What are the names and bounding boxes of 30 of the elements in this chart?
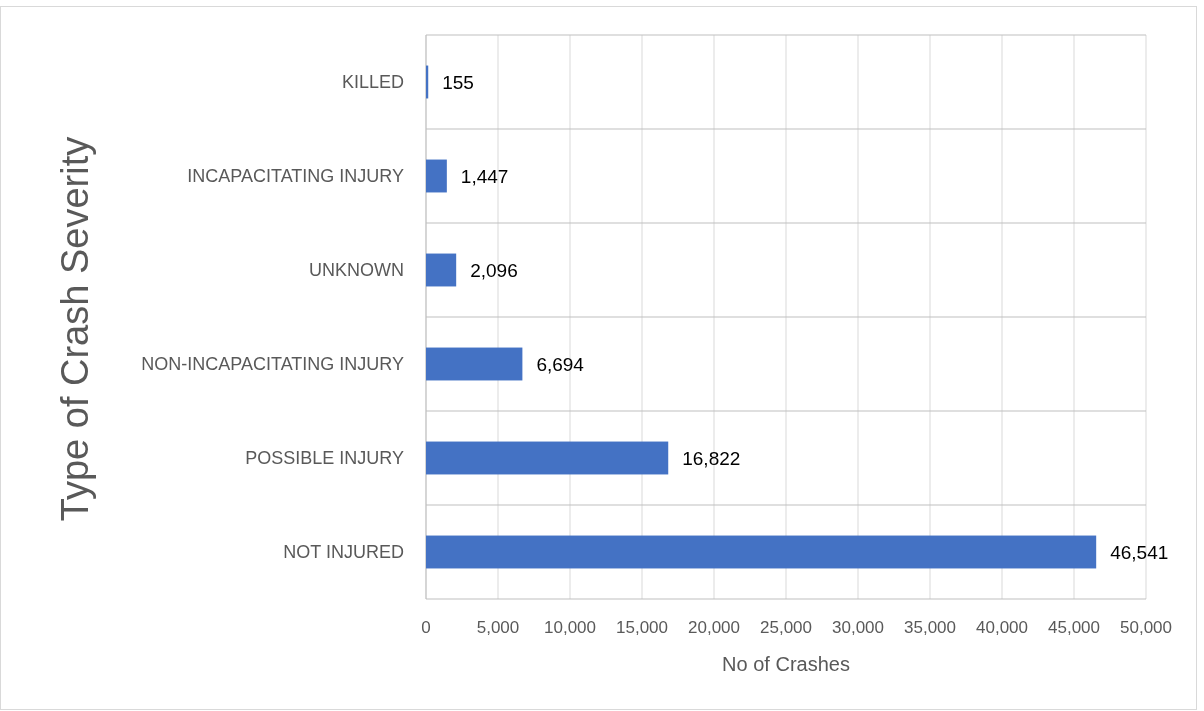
y-tick-label: KILLED bbox=[341, 72, 404, 93]
x-tick-label: 35,000 bbox=[904, 618, 956, 637]
x-axis-title: No of Crashes bbox=[722, 653, 850, 675]
bar bbox=[426, 347, 523, 381]
data-label: 16,822 bbox=[682, 447, 741, 469]
data-label: 2,096 bbox=[470, 259, 518, 281]
y-tick-label: INCAPACITATING INJURY bbox=[187, 166, 404, 187]
data-label: 6,694 bbox=[536, 353, 585, 375]
x-tick-label: 20,000 bbox=[688, 618, 740, 637]
x-tick-label: 30,000 bbox=[832, 618, 884, 637]
x-tick-label: 40,000 bbox=[976, 618, 1028, 637]
data-label: 1,447 bbox=[460, 165, 509, 187]
x-tick-label: 50,000 bbox=[1120, 618, 1172, 637]
y-tick-label: NON-INCAPACITATING INJURY bbox=[141, 354, 404, 375]
y-tick-label: NOT INJURED bbox=[283, 542, 404, 563]
data-label: 155 bbox=[442, 71, 474, 93]
x-tick-label: 0 bbox=[421, 618, 431, 637]
y-axis-title: Type of Crash Severity bbox=[54, 136, 96, 522]
x-tick-label: 15,000 bbox=[616, 618, 668, 637]
data-label: 46,541 bbox=[1110, 541, 1169, 563]
x-tick-label: 5,000 bbox=[476, 618, 520, 637]
bar bbox=[426, 253, 457, 287]
x-tick-label: 45,000 bbox=[1048, 618, 1100, 637]
y-tick-label: POSSIBLE INJURY bbox=[245, 448, 404, 469]
x-tick-label: 10,000 bbox=[544, 618, 596, 637]
bar bbox=[426, 159, 447, 193]
x-tick-label: 25,000 bbox=[760, 618, 812, 637]
bar bbox=[426, 535, 1097, 569]
bar bbox=[426, 441, 669, 475]
y-tick-label: UNKNOWN bbox=[309, 260, 404, 281]
